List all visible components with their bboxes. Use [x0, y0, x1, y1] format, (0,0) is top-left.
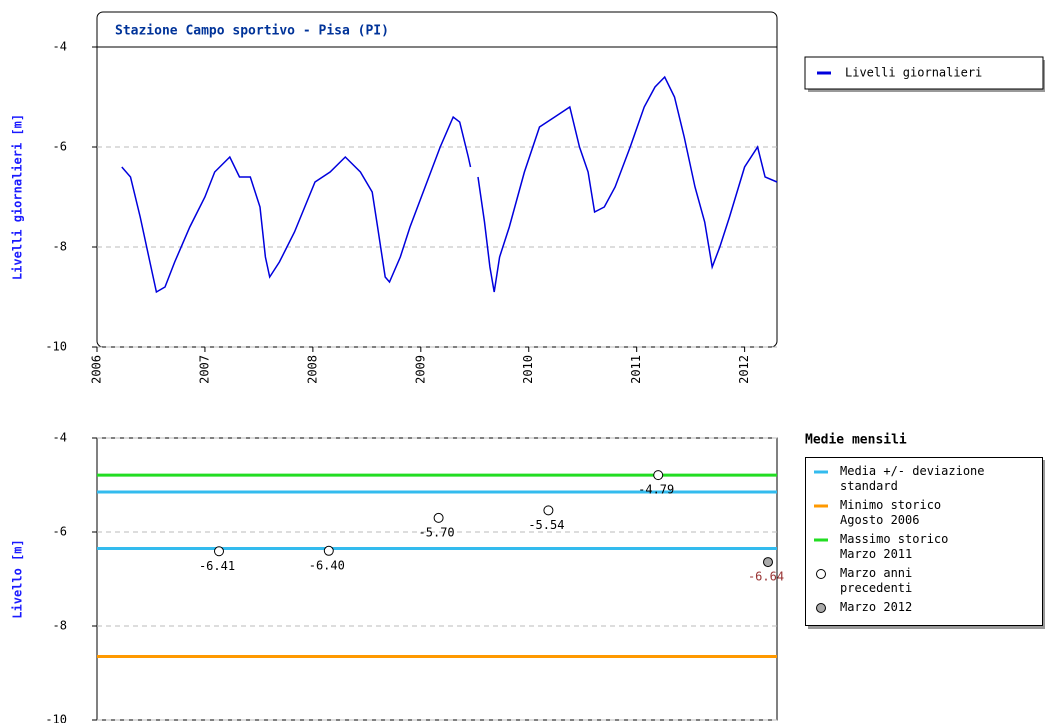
legend-item: Minimo storico Agosto 2006: [806, 498, 1042, 528]
y-tick-label: -10: [45, 713, 67, 723]
y-tick-label: -8: [53, 240, 67, 254]
x-tick-label: 2010: [521, 355, 535, 384]
data-label: -6.64: [748, 570, 784, 584]
data-line: [121, 75, 778, 294]
y-tick-label: -4: [53, 40, 67, 54]
legend: [804, 56, 1044, 90]
point: [763, 557, 773, 568]
legend-label: Agosto 2006: [840, 513, 920, 527]
plot-frame: [96, 437, 778, 721]
legend-marker: [816, 603, 826, 613]
legend-label: Livelli giornalieri: [845, 66, 982, 80]
point: [543, 505, 554, 516]
y-tick-label: -8: [53, 619, 67, 633]
data-label: -5.70: [419, 525, 455, 539]
y-axis-label: Livello [m]: [11, 539, 25, 618]
x-tick-label: 2006: [90, 355, 104, 384]
legend-label: Marzo 2011: [840, 547, 913, 561]
legend-swatch: [816, 569, 826, 579]
point: [214, 546, 224, 557]
x-tick-label: 2012: [737, 355, 751, 384]
legend-title: Medie mensili: [805, 433, 907, 448]
legend-item: Media +/- deviazione standard: [806, 464, 1042, 494]
y-axis-label: Livelli giornalieri [m]: [11, 114, 25, 280]
y-tick-label: -6: [53, 525, 67, 539]
point: [653, 470, 664, 481]
y-tick-label: -6: [53, 140, 67, 154]
legend-marker: [816, 569, 826, 579]
legend-label: Marzo anni precedenti: [840, 566, 913, 595]
legend-marker: [814, 470, 828, 474]
legend-label: Minimo storico: [840, 498, 942, 512]
legend: Media +/- deviazione standard Minimo stor…: [805, 457, 1043, 626]
x-tick-label: 2011: [629, 355, 643, 384]
x-tick-label: 2007: [197, 355, 211, 384]
legend-label: Media +/- deviazione standard: [840, 464, 985, 493]
y-tick-label: -4: [53, 431, 67, 445]
data-label: -5.54: [528, 518, 564, 532]
legend-text: Massimo storico Marzo 2011: [840, 532, 988, 562]
chart-title: Stazione Campo sportivo - Pisa (PI): [115, 24, 389, 39]
data-label: -6.40: [309, 558, 345, 572]
y-tick-label: -10: [45, 340, 67, 354]
legend-item: Massimo storico Marzo 2011: [806, 532, 1042, 562]
legend-item: Marzo anni precedenti: [806, 566, 1042, 596]
x-tick-label: 2008: [305, 355, 319, 384]
legend-text: Marzo 2012: [840, 600, 988, 615]
top-frame: [96, 11, 778, 348]
legend-text: Marzo anni precedenti: [840, 566, 988, 596]
x-tick-label: 2009: [413, 355, 427, 384]
legend-text: Minimo storico Agosto 2006: [840, 498, 988, 528]
legend-label: Marzo 2012: [840, 600, 913, 614]
legend-text: Media +/- deviazione standard: [840, 464, 988, 494]
legend-item: Marzo 2012: [806, 600, 1042, 615]
data-label: -4.79: [638, 483, 674, 497]
legend-swatch: [816, 603, 826, 613]
legend-label: Massimo storico: [840, 532, 949, 546]
legend-marker: [814, 538, 828, 542]
legend-marker: [814, 504, 828, 508]
point: [433, 512, 444, 523]
data-label: -6.41: [199, 559, 235, 573]
point: [323, 545, 334, 556]
